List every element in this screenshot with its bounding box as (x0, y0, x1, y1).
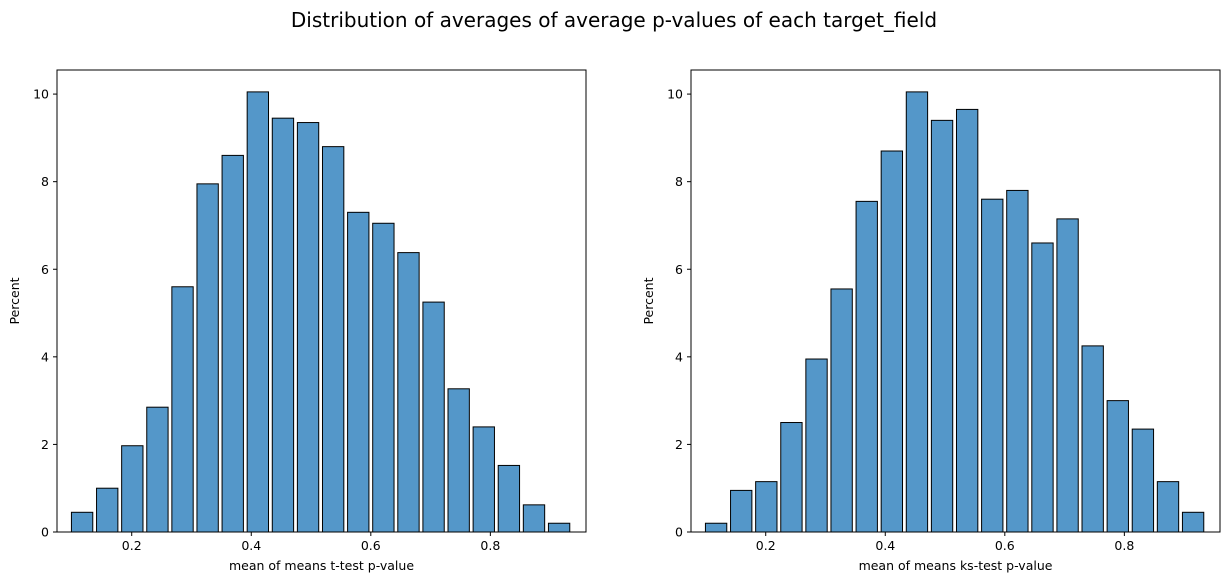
y-tick-label: 6 (675, 262, 683, 277)
histogram-bar (497, 464, 521, 533)
axes-frame (56, 69, 587, 533)
histogram-bar (271, 117, 295, 533)
histogram-bar (1031, 242, 1054, 533)
histogram-bar (1131, 428, 1155, 533)
histogram-bar (1181, 511, 1205, 533)
histogram-bar (547, 522, 571, 533)
x-tick-label: 0.2 (122, 538, 142, 553)
histogram-bar (905, 91, 929, 533)
histogram-bar (955, 108, 979, 533)
x-axis-label: mean of means t-test p-value (229, 558, 414, 573)
y-tick-label: 0 (675, 525, 683, 540)
y-tick-label: 4 (41, 349, 49, 364)
axes-frame (690, 69, 1221, 533)
histogram-bar (1081, 345, 1104, 533)
histogram-bar (96, 487, 119, 533)
y-axis-label: Percent (7, 277, 22, 324)
histogram-bar (397, 252, 420, 533)
y-tick-label: 0 (41, 525, 49, 540)
x-tick-label: 0.8 (480, 538, 500, 553)
histogram-bar (447, 388, 470, 533)
y-tick-label: 10 (33, 87, 49, 102)
x-tick-label: 0.2 (756, 538, 776, 553)
histogram-bar (196, 183, 219, 533)
histogram-bar (372, 222, 395, 533)
x-tick-label: 0.4 (241, 538, 261, 553)
histogram-bar (296, 122, 320, 533)
histogram-bar (246, 91, 270, 533)
histogram-bar (70, 511, 94, 533)
x-tick-label: 0.8 (1114, 538, 1134, 553)
y-tick-label: 8 (41, 174, 49, 189)
histogram-bar (780, 422, 803, 533)
ks-test-histogram: 0.2 0.4 0.6 0.8 0 2 4 6 8 10 mean of means ks-test… (641, 69, 1221, 573)
histogram-bar (347, 211, 370, 533)
histogram-bar (146, 406, 169, 533)
y-tick-label: 6 (41, 262, 49, 277)
histogram-bar (321, 146, 345, 533)
histogram-bar (830, 288, 853, 533)
y-tick-label: 8 (675, 174, 683, 189)
histogram-bar (422, 301, 445, 533)
histogram-bar (1056, 218, 1079, 533)
histogram-bar (1006, 189, 1029, 533)
histogram-bar (880, 150, 904, 533)
histogram-bar (171, 286, 194, 533)
histogram-bar (855, 200, 878, 533)
histogram-bar (522, 504, 546, 533)
histogram-bar (1106, 400, 1129, 533)
histogram-bar (805, 358, 828, 533)
histogram-bar (121, 445, 144, 533)
x-axis-label: mean of means ks-test p-value (859, 558, 1053, 573)
histogram-bar (704, 522, 728, 533)
y-tick-label: 10 (667, 87, 683, 102)
histogram-bar (1156, 481, 1180, 533)
y-tick-label: 4 (675, 349, 683, 364)
histogram-bar (930, 119, 954, 533)
histogram-bar (472, 426, 495, 533)
histogram-bar (981, 198, 1004, 533)
histogram-bar (755, 481, 778, 533)
x-tick-label: 0.4 (875, 538, 895, 553)
t-test-histogram: 0.2 0.4 0.6 0.8 0 2 4 6 8 10 mean of means t-test … (7, 69, 587, 573)
histogram-bar (221, 154, 244, 533)
figure-title: Distribution of averages of average p-va… (291, 8, 937, 32)
y-tick-label: 2 (675, 437, 683, 452)
y-axis-label: Percent (641, 277, 656, 324)
x-tick-label: 0.6 (361, 538, 381, 553)
y-tick-label: 2 (41, 437, 49, 452)
x-tick-label: 0.6 (995, 538, 1015, 553)
histogram-bar (730, 489, 753, 533)
